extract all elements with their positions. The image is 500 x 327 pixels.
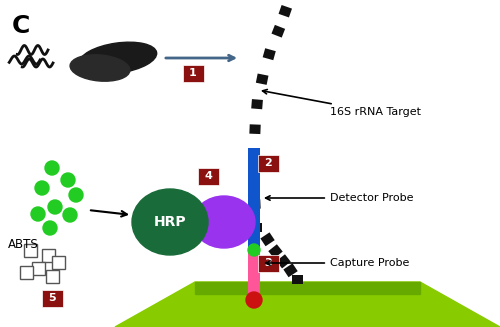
FancyBboxPatch shape xyxy=(46,269,59,283)
FancyBboxPatch shape xyxy=(278,5,292,17)
Text: ABTS: ABTS xyxy=(8,237,39,250)
Polygon shape xyxy=(115,282,500,327)
Text: 4: 4 xyxy=(204,171,212,181)
FancyBboxPatch shape xyxy=(258,254,278,271)
FancyBboxPatch shape xyxy=(284,263,298,277)
Circle shape xyxy=(31,207,45,221)
FancyBboxPatch shape xyxy=(250,222,262,232)
Text: 3: 3 xyxy=(264,258,272,268)
FancyBboxPatch shape xyxy=(248,148,260,248)
Circle shape xyxy=(43,221,57,235)
Text: 2: 2 xyxy=(264,158,272,168)
FancyBboxPatch shape xyxy=(256,74,268,85)
Circle shape xyxy=(248,244,260,256)
Text: C: C xyxy=(12,14,30,38)
FancyBboxPatch shape xyxy=(260,232,274,246)
FancyBboxPatch shape xyxy=(42,249,54,262)
FancyBboxPatch shape xyxy=(262,48,276,60)
FancyBboxPatch shape xyxy=(250,124,260,134)
FancyBboxPatch shape xyxy=(258,154,278,171)
FancyBboxPatch shape xyxy=(276,254,290,268)
FancyBboxPatch shape xyxy=(182,64,204,81)
FancyBboxPatch shape xyxy=(248,149,260,159)
Text: Capture Probe: Capture Probe xyxy=(266,258,410,268)
Text: Detector Probe: Detector Probe xyxy=(266,193,414,203)
Circle shape xyxy=(61,173,75,187)
Ellipse shape xyxy=(80,42,156,74)
FancyBboxPatch shape xyxy=(248,174,260,184)
Text: 5: 5 xyxy=(48,293,56,303)
Circle shape xyxy=(48,200,62,214)
Circle shape xyxy=(69,188,83,202)
FancyBboxPatch shape xyxy=(52,255,64,268)
FancyBboxPatch shape xyxy=(42,289,62,306)
Ellipse shape xyxy=(193,196,255,248)
Circle shape xyxy=(35,181,49,195)
FancyBboxPatch shape xyxy=(292,274,302,284)
FancyBboxPatch shape xyxy=(272,25,285,38)
FancyBboxPatch shape xyxy=(20,266,32,279)
Text: HRP: HRP xyxy=(154,215,186,229)
Text: 16S rRNA Target: 16S rRNA Target xyxy=(262,90,421,117)
Circle shape xyxy=(246,292,262,308)
Polygon shape xyxy=(195,282,420,294)
Circle shape xyxy=(45,161,59,175)
FancyBboxPatch shape xyxy=(251,99,263,109)
FancyBboxPatch shape xyxy=(198,167,218,184)
Circle shape xyxy=(63,208,77,222)
FancyBboxPatch shape xyxy=(250,199,260,209)
FancyBboxPatch shape xyxy=(248,248,260,300)
Ellipse shape xyxy=(70,55,130,81)
FancyBboxPatch shape xyxy=(32,262,44,274)
Text: 1: 1 xyxy=(189,68,197,78)
FancyBboxPatch shape xyxy=(24,244,36,256)
FancyBboxPatch shape xyxy=(268,244,282,258)
Ellipse shape xyxy=(132,189,208,255)
